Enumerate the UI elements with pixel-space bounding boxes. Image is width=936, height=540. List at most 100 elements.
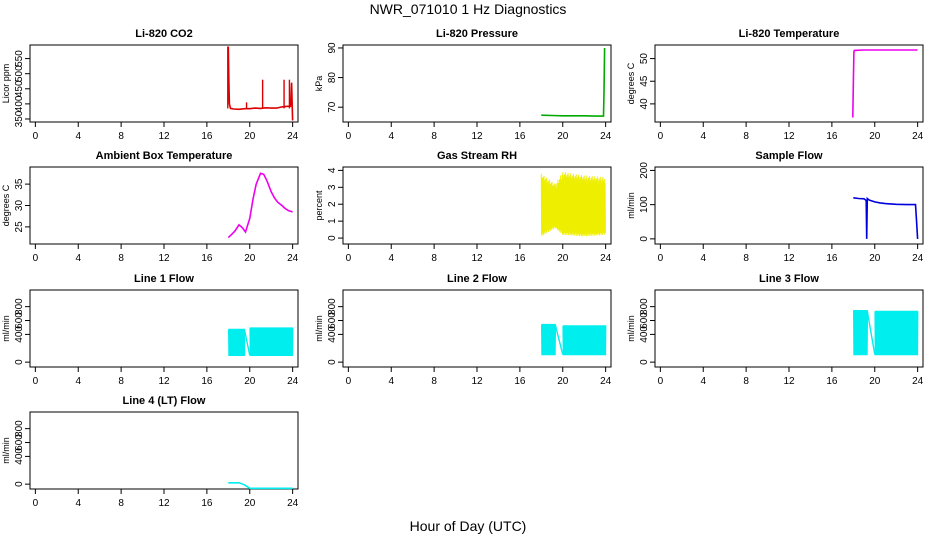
- x-tick-label: 16: [514, 253, 526, 264]
- chart-title: Line 1 Flow: [134, 273, 194, 285]
- x-tick-label: 0: [346, 131, 352, 142]
- x-tick-label: 16: [201, 131, 213, 142]
- chart-title: Gas Stream RH: [437, 150, 517, 162]
- y-tick-label: 400: [14, 95, 25, 112]
- y-tick-label: 70: [327, 101, 338, 113]
- x-tick-label: 12: [158, 376, 170, 387]
- x-tick-label: 4: [700, 253, 706, 264]
- x-tick-label: 4: [75, 131, 81, 142]
- x-tick-label: 20: [869, 131, 881, 142]
- chart-sample-flow: Sample Flow 0 4 8 12 16 20 24 0 100 200 ml/min: [626, 150, 924, 264]
- x-tick-label: 24: [600, 376, 612, 387]
- x-tick-label: 0: [33, 131, 39, 142]
- chart-licor-co2: Li-820 CO2 0 4 8 12 16 20 24 350400450500550Lico…: [1, 28, 299, 142]
- x-tick-label: 8: [118, 131, 124, 142]
- x-tick-label: 20: [869, 376, 881, 387]
- x-tick-label: 0: [346, 253, 352, 264]
- x-tick-label: 12: [158, 253, 170, 264]
- y-tick-label: 0: [639, 359, 650, 365]
- x-tick-label: 0: [658, 253, 664, 264]
- x-tick-label: 16: [826, 131, 838, 142]
- y-tick-label: 450: [14, 80, 25, 97]
- x-tick-label: 24: [287, 131, 299, 142]
- series-line: [227, 172, 293, 239]
- x-tick-label: 24: [912, 376, 924, 387]
- x-tick-label: 24: [600, 131, 612, 142]
- x-tick-label: 4: [388, 376, 394, 387]
- y-tick-label: 40: [639, 98, 650, 110]
- x-tick-label: 20: [244, 131, 256, 142]
- y-axis-label: ml/min: [314, 315, 324, 342]
- y-tick-label: 600: [327, 312, 338, 329]
- chart-licor-pressure: Li-820 Pressure 0 4 8 12 16 20 24 70 80 90 kPa: [314, 28, 612, 142]
- x-tick-label: 0: [33, 498, 39, 509]
- series-square-wave: [228, 328, 246, 357]
- y-tick-label: 100: [639, 196, 650, 213]
- x-tick-label: 24: [912, 131, 924, 142]
- x-tick-label: 20: [557, 253, 569, 264]
- x-tick-label: 24: [287, 376, 299, 387]
- y-tick-label: 800: [327, 298, 338, 315]
- y-tick-label: 500: [14, 65, 25, 82]
- y-tick-label: 0: [327, 235, 338, 241]
- y-tick-label: 800: [14, 420, 25, 437]
- x-tick-label: 12: [471, 376, 483, 387]
- x-tick-label: 12: [783, 253, 795, 264]
- y-axis-label: ml/min: [626, 315, 636, 342]
- y-tick-label: 600: [14, 434, 25, 451]
- x-tick-label: 20: [244, 498, 256, 509]
- x-tick-label: 4: [75, 253, 81, 264]
- plot-frame: [29, 411, 299, 490]
- chart-licor-temperature: Li-820 Temperature 0 4 8 12 16 20 24 40 45 50degre…: [626, 28, 924, 142]
- x-tick-label: 8: [743, 376, 749, 387]
- y-tick-label: 400: [327, 326, 338, 343]
- y-axis-label: kPa: [314, 76, 324, 92]
- x-tick-label: 12: [471, 253, 483, 264]
- x-tick-label: 24: [287, 498, 299, 509]
- y-tick-label: 0: [639, 236, 650, 242]
- x-tick-label: 12: [158, 498, 170, 509]
- y-tick-label: 0: [14, 481, 25, 487]
- y-tick-label: 400: [639, 326, 650, 343]
- y-axis-label: percent: [314, 190, 324, 221]
- series-connector: [866, 310, 876, 355]
- x-tick-label: 16: [514, 131, 526, 142]
- series-square-wave: [541, 323, 557, 356]
- y-tick-label: 400: [14, 448, 25, 465]
- y-tick-label: 45: [639, 75, 650, 87]
- x-tick-label: 16: [201, 498, 213, 509]
- x-tick-label: 8: [431, 376, 437, 387]
- x-tick-label: 20: [557, 131, 569, 142]
- series-line: [853, 196, 919, 239]
- series-square-wave: [874, 310, 919, 356]
- chart-title: Line 3 Flow: [759, 273, 819, 285]
- x-tick-label: 24: [600, 253, 612, 264]
- y-tick-label: 600: [639, 312, 650, 329]
- y-axis-label: ml/min: [626, 192, 636, 219]
- x-tick-label: 20: [557, 376, 569, 387]
- x-tick-label: 4: [700, 376, 706, 387]
- plot-frame: [29, 44, 299, 123]
- x-tick-label: 8: [118, 376, 124, 387]
- y-tick-label: 25: [14, 221, 25, 233]
- y-tick-label: 2: [327, 201, 338, 207]
- chart-title: Sample Flow: [755, 150, 823, 162]
- y-tick-label: 4: [327, 167, 338, 173]
- series-line: [541, 47, 606, 117]
- x-tick-label: 16: [201, 253, 213, 264]
- x-tick-label: 4: [388, 253, 394, 264]
- x-tick-label: 0: [33, 253, 39, 264]
- x-tick-label: 12: [158, 131, 170, 142]
- x-tick-label: 8: [431, 131, 437, 142]
- y-tick-label: 80: [327, 72, 338, 84]
- x-tick-label: 12: [783, 131, 795, 142]
- x-tick-label: 20: [869, 253, 881, 264]
- chart-line-4-flow: Line 4 (LT) Flow 0 4 8 12 16 20 24 0 400600800ml/…: [1, 395, 299, 509]
- series-line: [228, 481, 293, 490]
- y-tick-label: 400: [14, 326, 25, 343]
- y-axis-label: ml/min: [1, 437, 11, 464]
